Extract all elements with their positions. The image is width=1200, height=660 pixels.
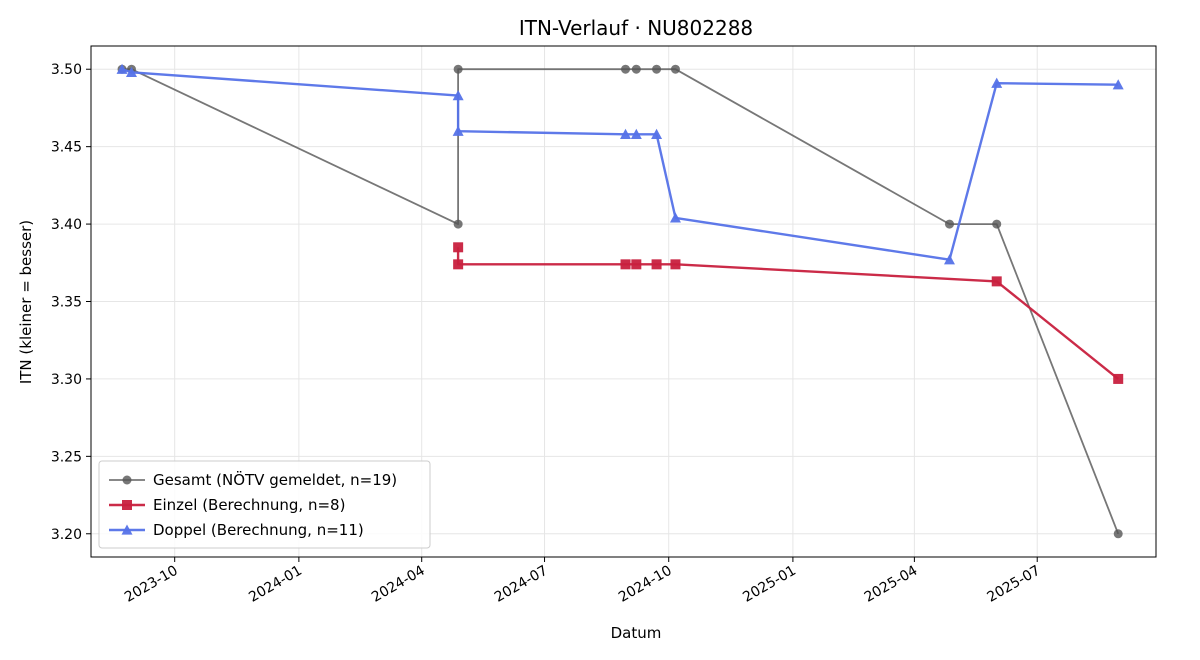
chart-title: ITN-Verlauf · NU802288 xyxy=(519,16,753,40)
legend-entry: Doppel (Berechnung, n=11) xyxy=(109,521,364,539)
data-point xyxy=(992,219,1002,229)
data-point xyxy=(620,259,631,270)
data-point xyxy=(630,128,642,139)
y-tick-label: 3.40 xyxy=(51,217,82,233)
legend-entry: Gesamt (NÖTV gemeldet, n=19) xyxy=(109,470,397,489)
legend-swatch-marker xyxy=(122,475,132,485)
y-axis-label: ITN (kleiner = besser) xyxy=(17,220,35,384)
data-point xyxy=(125,66,137,77)
y-tick-label: 3.30 xyxy=(51,372,82,388)
series-square xyxy=(453,242,1124,384)
data-point xyxy=(453,259,464,270)
data-point xyxy=(621,64,631,74)
data-point xyxy=(669,212,681,223)
data-point xyxy=(453,242,464,253)
y-tick-label: 3.25 xyxy=(51,449,82,465)
data-point xyxy=(453,219,463,229)
y-tick-label: 3.50 xyxy=(51,62,82,78)
series-layer xyxy=(116,63,1124,539)
legend: Gesamt (NÖTV gemeldet, n=19) Einzel (Bere… xyxy=(98,460,431,549)
data-point xyxy=(1112,79,1124,90)
data-point xyxy=(991,77,1003,88)
legend-swatch-marker xyxy=(121,524,133,535)
data-point xyxy=(943,254,955,265)
data-point xyxy=(652,64,662,74)
data-point xyxy=(452,125,464,136)
legend-frame xyxy=(98,460,431,549)
data-point xyxy=(651,128,663,139)
data-point xyxy=(116,63,128,74)
data-point xyxy=(620,128,632,139)
series-triangle xyxy=(116,63,1124,265)
legend-label: Einzel (Berechnung, n=8) xyxy=(153,496,345,514)
data-point xyxy=(991,276,1002,287)
x-axis-label: Datum xyxy=(611,624,662,642)
data-point xyxy=(452,90,464,101)
data-point xyxy=(944,219,954,229)
legend-swatch-marker xyxy=(122,500,132,510)
y-tick-label: 3.35 xyxy=(51,295,82,311)
grid xyxy=(91,46,1156,557)
data-point xyxy=(631,259,642,270)
data-point xyxy=(1113,373,1124,384)
series-line xyxy=(456,247,1119,380)
data-point xyxy=(1113,529,1123,539)
y-tick-label: 3.20 xyxy=(51,527,82,543)
legend-label: Doppel (Berechnung, n=11) xyxy=(153,521,364,539)
data-point xyxy=(670,259,681,270)
y-tick-label: 3.45 xyxy=(51,140,82,156)
legend-label: Gesamt (NÖTV gemeldet, n=19) xyxy=(153,470,397,489)
data-point xyxy=(631,64,641,74)
legend-entry: Einzel (Berechnung, n=8) xyxy=(109,496,345,514)
data-point xyxy=(651,259,662,270)
data-point xyxy=(453,64,463,74)
data-point xyxy=(670,64,680,74)
